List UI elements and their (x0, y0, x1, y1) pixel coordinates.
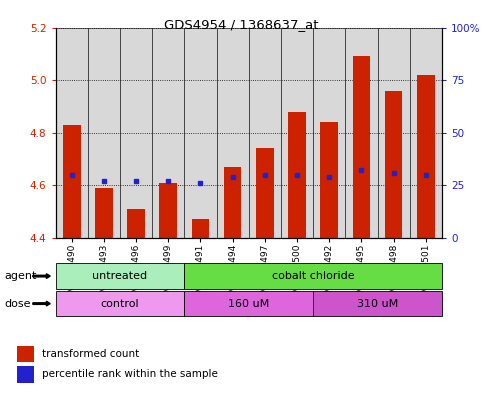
Bar (152, 28, 185, 238)
Bar (249, 28, 281, 238)
Bar (185, 28, 216, 238)
Bar (185, 291, 313, 316)
Text: control: control (100, 299, 139, 309)
Bar (313, 28, 345, 238)
Bar (410, 28, 442, 238)
Bar (313, 291, 442, 316)
Bar (127, 209, 145, 238)
Bar (63, 125, 81, 238)
Bar (88, 28, 120, 238)
Bar (385, 91, 402, 238)
Bar (417, 75, 435, 238)
Text: percentile rank within the sample: percentile rank within the sample (42, 369, 218, 379)
Bar (216, 28, 249, 238)
Bar (56, 263, 185, 289)
Text: dose: dose (5, 299, 31, 309)
Bar (288, 112, 306, 238)
Bar (320, 122, 338, 238)
Bar (185, 263, 442, 289)
Bar (16, 366, 34, 383)
Bar (224, 167, 242, 238)
Bar (256, 149, 274, 238)
Text: 310 uM: 310 uM (357, 299, 398, 309)
Bar (378, 28, 410, 238)
Text: agent: agent (5, 271, 37, 281)
Bar (353, 57, 370, 238)
Bar (56, 291, 185, 316)
Bar (159, 183, 177, 238)
Bar (345, 28, 378, 238)
Bar (281, 28, 313, 238)
Text: 160 uM: 160 uM (228, 299, 270, 309)
Bar (192, 219, 209, 238)
Text: transformed count: transformed count (42, 349, 140, 359)
Text: untreated: untreated (92, 271, 147, 281)
Bar (120, 28, 152, 238)
Text: cobalt chloride: cobalt chloride (272, 271, 355, 281)
Bar (56, 28, 88, 238)
Bar (16, 346, 34, 362)
Text: GDS4954 / 1368637_at: GDS4954 / 1368637_at (164, 18, 319, 31)
Bar (95, 188, 113, 238)
